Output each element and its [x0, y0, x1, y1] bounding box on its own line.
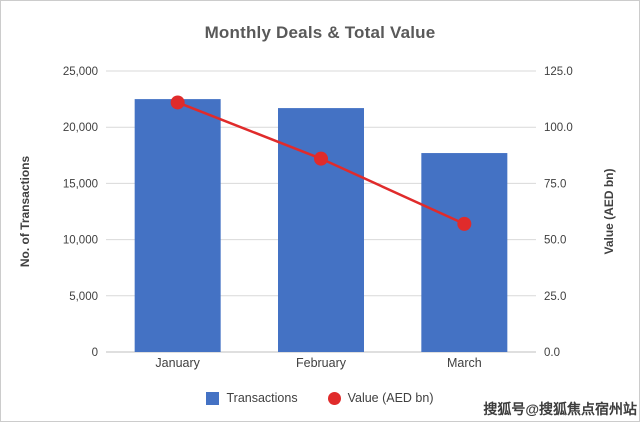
- value-marker-january: [170, 95, 185, 110]
- left-axis-tick: 10,000: [63, 235, 98, 247]
- value-marker-march: [457, 216, 472, 231]
- legend-item-transactions: Transactions: [206, 391, 298, 405]
- bar-january: [134, 99, 221, 352]
- left-axis-tick: 0: [92, 347, 98, 359]
- legend-label-value: Value (AED bn): [347, 391, 434, 405]
- bar-march: [421, 153, 508, 352]
- right-axis-tick: 0.0: [544, 347, 560, 359]
- legend: Transactions Value (AED bn): [1, 391, 639, 405]
- right-axis-tick: 100.0: [544, 122, 573, 134]
- right-axis-tick: 75.0: [544, 178, 566, 190]
- bar-february: [278, 108, 364, 352]
- right-axis-title: Value (AED bn): [602, 168, 616, 254]
- chart-plot-area: 0 0.0 5,000 25.0 10,000 50.0 15,000 75.0 20,000 1…: [18, 66, 616, 370]
- right-axis-tick: 125.0: [544, 66, 573, 78]
- value-marker-february: [314, 151, 328, 166]
- left-axis-title: No. of Transactions: [18, 156, 32, 268]
- x-axis-label-february: February: [296, 356, 347, 370]
- transactions-swatch-icon: [206, 391, 220, 405]
- left-axis-tick: 25,000: [63, 66, 98, 78]
- left-axis-tick: 15,000: [63, 178, 98, 190]
- x-axis-label-march: March: [447, 356, 482, 370]
- x-axis-label-january: January: [155, 356, 200, 370]
- left-axis-tick: 20,000: [63, 122, 98, 134]
- left-axis-tick: 5,000: [69, 291, 98, 303]
- watermark: 搜狐号@搜狐焦点宿州站: [483, 401, 637, 417]
- right-axis-tick: 50.0: [544, 235, 566, 247]
- value-swatch-icon: [327, 391, 341, 405]
- right-axis-tick: 25.0: [544, 291, 566, 303]
- legend-label-transactions: Transactions: [226, 391, 298, 405]
- chart-title: Monthly Deals & Total Value: [204, 23, 436, 42]
- legend-item-value: Value (AED bn): [327, 391, 434, 405]
